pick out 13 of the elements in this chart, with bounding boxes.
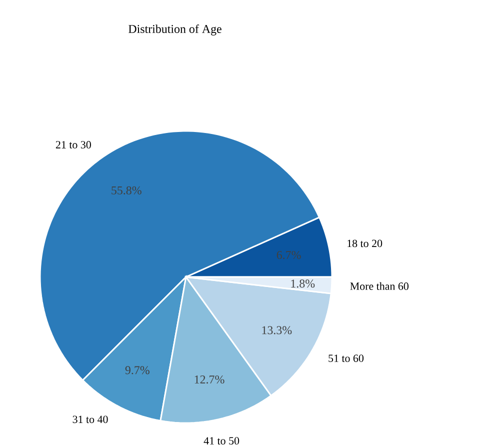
chart-title: Distribution of Age: [128, 24, 222, 36]
slice-label: 21 to 30: [56, 141, 91, 148]
slice-label: 41 to 50: [204, 437, 240, 445]
data-label: 6.7%: [276, 250, 301, 260]
data-label: 1.8%: [291, 280, 315, 288]
data-label: 55.8%: [112, 186, 142, 194]
data-label: 9.7%: [125, 366, 150, 374]
slice-label: 31 to 40: [72, 416, 108, 424]
data-label: 12.7%: [194, 375, 224, 384]
slice-label: 51 to 60: [328, 354, 364, 362]
data-label: 13.3%: [262, 326, 292, 334]
slice-label: More than 60: [350, 282, 408, 290]
slice-label: 18 to 20: [348, 240, 382, 248]
